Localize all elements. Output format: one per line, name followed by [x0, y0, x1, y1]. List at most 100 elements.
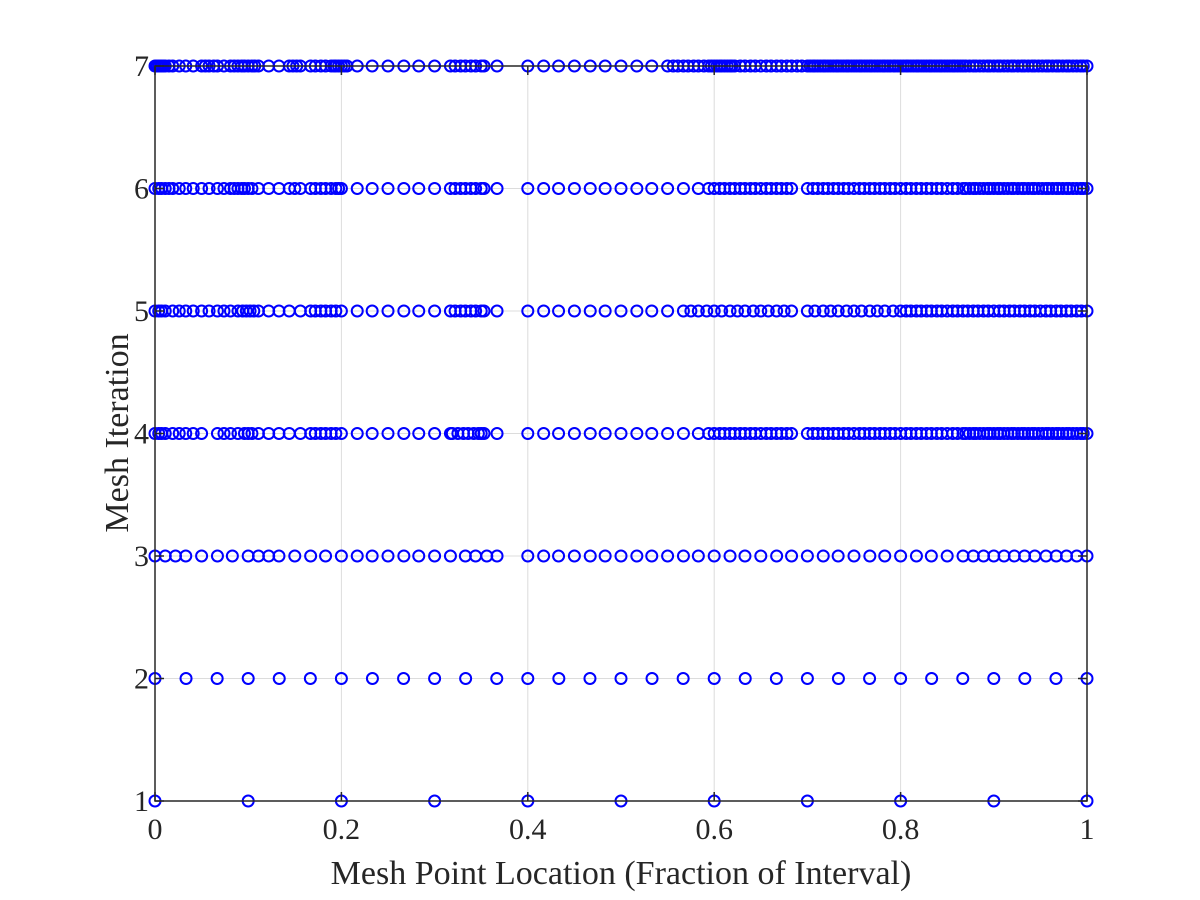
data-point	[443, 549, 457, 563]
data-point	[428, 304, 442, 318]
data-point	[172, 304, 186, 318]
data-point	[490, 549, 504, 563]
data-point	[334, 304, 348, 318]
data-point	[537, 549, 551, 563]
data-point	[490, 427, 504, 440]
data-point	[223, 427, 237, 440]
data-point	[231, 304, 245, 318]
data-point	[567, 427, 581, 440]
y-tick-label: 7	[134, 50, 149, 83]
data-point	[428, 672, 442, 685]
data-point	[245, 182, 259, 195]
data-point	[645, 427, 659, 440]
data-point	[179, 304, 193, 318]
data-point	[816, 304, 830, 318]
data-point	[179, 182, 193, 195]
data-point	[950, 182, 964, 195]
data-point	[583, 672, 597, 685]
data-point	[567, 304, 581, 318]
data-point	[816, 549, 830, 563]
data-point	[350, 549, 364, 563]
data-point	[537, 304, 551, 318]
data-point	[172, 182, 186, 195]
data-point	[630, 427, 644, 440]
data-point	[645, 549, 659, 563]
data-point	[676, 304, 690, 318]
data-point	[630, 304, 644, 318]
data-point	[272, 672, 286, 685]
y-tick-labels: 1 2 3 4 5 6 7	[134, 50, 149, 818]
y-tick-label: 6	[134, 173, 149, 206]
data-point	[397, 672, 411, 685]
data-point	[645, 304, 659, 318]
data-point	[894, 549, 908, 563]
data-point	[894, 672, 908, 685]
data-point	[676, 549, 690, 563]
data-point	[824, 304, 838, 318]
x-tick-label: 0.2	[323, 813, 361, 846]
data-point	[179, 672, 193, 685]
data-point	[210, 427, 224, 440]
data-point	[552, 549, 566, 563]
data-point	[645, 182, 659, 195]
data-point	[247, 304, 261, 318]
data-point	[847, 549, 861, 563]
data-point	[925, 672, 939, 685]
data-point	[738, 304, 752, 318]
data-point	[707, 549, 721, 563]
data-point	[924, 549, 938, 563]
data-point	[381, 182, 395, 195]
data-point	[552, 304, 566, 318]
data-point	[469, 182, 483, 195]
data-point	[245, 427, 259, 440]
data-point	[428, 427, 442, 440]
data-point	[288, 182, 302, 195]
data-point	[412, 427, 426, 440]
data-point	[940, 549, 954, 563]
data-point	[166, 182, 180, 195]
data-point	[217, 304, 231, 318]
y-tick-label: 5	[134, 295, 149, 328]
data-point	[598, 549, 612, 563]
data-point	[731, 304, 744, 318]
data-point	[614, 304, 628, 318]
data-point	[329, 427, 343, 440]
data-point	[780, 427, 794, 440]
data-point	[770, 304, 784, 318]
data-point	[800, 549, 814, 563]
data-point	[202, 304, 216, 318]
data-point	[676, 427, 690, 440]
x-tick-label: 0	[148, 813, 163, 846]
data-point	[630, 549, 644, 563]
data-point	[700, 304, 714, 318]
data-point	[365, 672, 379, 685]
data-point	[350, 182, 364, 195]
data-point	[863, 672, 877, 685]
data-point	[754, 304, 768, 318]
series-iteration-3	[148, 549, 1094, 563]
data-point	[469, 304, 483, 318]
data-point	[909, 549, 923, 563]
x-tick-label: 1	[1080, 813, 1095, 846]
data-point	[1076, 182, 1090, 195]
data-point	[583, 549, 597, 563]
data-point	[684, 304, 698, 318]
data-point	[166, 304, 180, 318]
data-point	[956, 672, 970, 685]
data-point	[800, 672, 814, 685]
data-point	[412, 182, 426, 195]
y-tick-label: 3	[134, 540, 149, 573]
data-point	[785, 427, 799, 440]
data-point	[583, 304, 597, 318]
data-point	[987, 672, 1001, 685]
data-point	[521, 304, 535, 318]
data-point	[334, 672, 348, 685]
data-point	[490, 672, 504, 685]
data-point	[723, 304, 737, 318]
data-point	[459, 672, 473, 685]
data-point	[365, 549, 379, 563]
data-point	[179, 427, 193, 440]
data-point	[272, 549, 286, 563]
data-point	[210, 182, 224, 195]
data-point	[552, 427, 566, 440]
